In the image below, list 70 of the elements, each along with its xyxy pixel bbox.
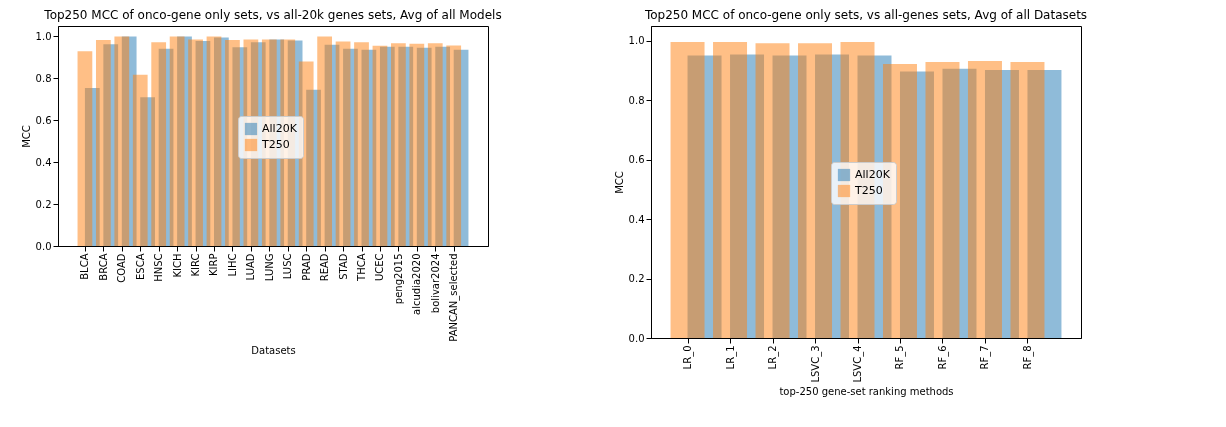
bar <box>206 36 222 246</box>
x-tick-label: HNSC <box>153 253 165 282</box>
y-axis-title: MCC <box>20 125 32 148</box>
bar <box>225 40 240 246</box>
x-tick-label: LSVC_3 <box>809 345 822 383</box>
x-axis-title: top-250 gene-set ranking methods <box>779 385 954 397</box>
bar <box>335 41 351 246</box>
y-tick-label: 0.0 <box>35 240 52 252</box>
x-tick-label: LR_2 <box>767 345 780 370</box>
bar <box>114 36 130 246</box>
bar <box>151 42 167 246</box>
x-tick-label: THCA <box>356 253 368 282</box>
bar <box>391 43 406 246</box>
y-axis-title: MCC <box>613 171 625 194</box>
bar <box>427 43 443 246</box>
x-tick-label: RF_8 <box>1021 345 1034 370</box>
y-tick-label: 0.4 <box>628 213 645 225</box>
y-tick-label: 0.2 <box>35 198 52 210</box>
bar <box>354 42 369 246</box>
x-tick-label: RF_6 <box>936 345 949 370</box>
x-tick-label: RF_7 <box>979 345 992 370</box>
x-tick-label: READ <box>319 253 331 282</box>
x-tick-label: BRCA <box>97 253 109 281</box>
x-tick-label: LUNG <box>263 253 275 282</box>
x-tick-label: LSVC_4 <box>852 345 864 383</box>
bar <box>169 36 185 246</box>
x-tick-label: COAD <box>116 253 128 283</box>
x-tick-label: PRAD <box>300 253 312 281</box>
x-tick-label: KIRP <box>208 253 220 276</box>
bar <box>372 45 388 246</box>
chart-title: Top250 MCC of onco-gene only sets, vs all-20k genes sets, Avg of all Models <box>43 8 502 22</box>
bar <box>298 61 314 246</box>
x-tick-label: ESCA <box>134 253 146 280</box>
x-tick-label: PANCAN_selected <box>448 253 461 342</box>
x-tick-label: LR_0 <box>682 345 695 370</box>
y-tick-label: 0.2 <box>628 273 645 285</box>
x-tick-label: UCEC <box>374 253 386 282</box>
bar <box>95 40 111 246</box>
x-tick-label: RF_5 <box>894 345 907 370</box>
y-tick-label: 1.0 <box>35 30 52 42</box>
bar <box>409 43 425 246</box>
x-tick-label: LR_1 <box>724 345 737 370</box>
legend-label: T250 <box>854 184 883 197</box>
x-tick-label: KICH <box>171 253 183 278</box>
chart-title: Top250 MCC of onco-gene only sets, vs all-genes sets, Avg of all Datasets <box>643 8 1088 22</box>
bar <box>446 45 462 246</box>
y-tick-label: 1.0 <box>628 35 645 47</box>
bar <box>188 39 203 246</box>
y-tick-label: 0.4 <box>35 156 52 168</box>
x-tick-label: alcudia2020 <box>411 253 423 315</box>
x-tick-label: bolivar2024 <box>429 253 441 314</box>
bar <box>77 51 93 246</box>
x-tick-label: KIRC <box>190 253 202 277</box>
bar <box>132 74 148 246</box>
legend-label: All20K <box>262 122 298 135</box>
legend-label: T250 <box>261 138 290 151</box>
x-axis-title: Datasets <box>251 344 296 356</box>
x-tick-label: STAD <box>337 253 349 280</box>
x-tick-label: BLCA <box>79 253 91 280</box>
y-tick-label: 0.6 <box>35 114 52 126</box>
bar <box>317 36 333 246</box>
x-tick-label: peng2015 <box>392 253 404 305</box>
y-tick-label: 0.8 <box>35 72 52 84</box>
y-tick-label: 0.0 <box>628 332 645 344</box>
legend-label: All20K <box>855 168 891 181</box>
y-tick-label: 0.8 <box>628 94 645 106</box>
x-tick-label: LUAD <box>245 253 257 281</box>
y-tick-label: 0.6 <box>628 154 645 166</box>
x-tick-label: LIHC <box>226 253 238 277</box>
x-tick-label: LUSC <box>282 253 294 280</box>
